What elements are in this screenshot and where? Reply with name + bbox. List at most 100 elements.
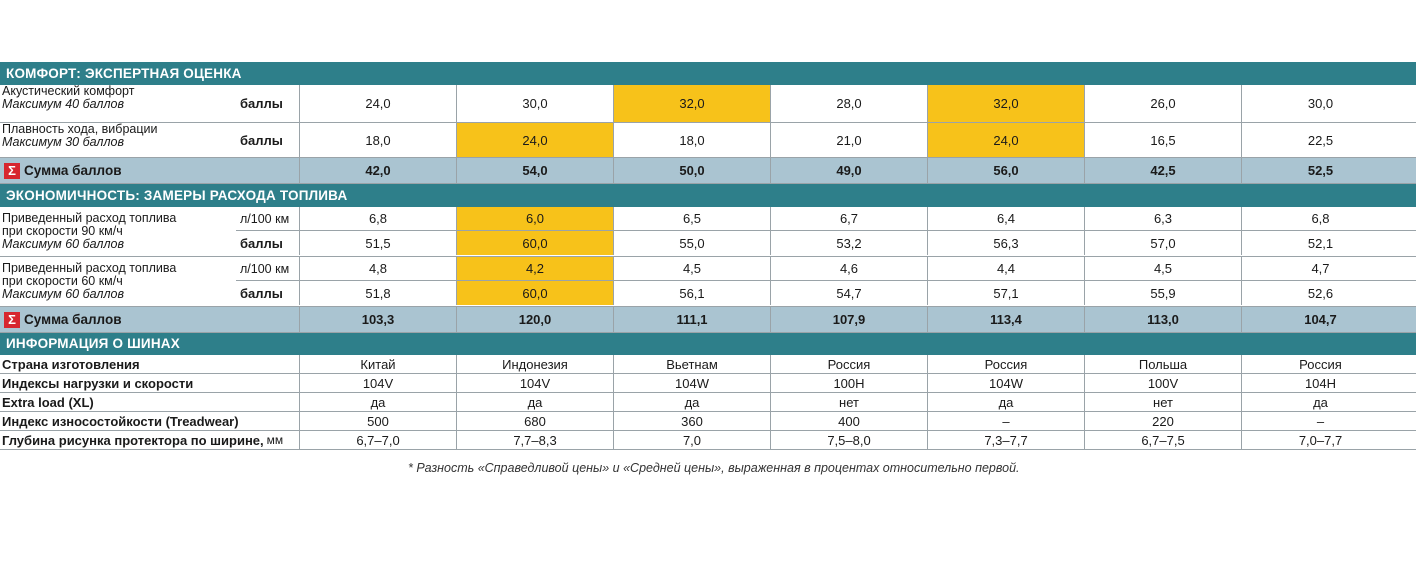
value-cell: нет [771, 393, 928, 411]
value-cell: Китай [300, 355, 457, 373]
value-cell: 4,6 [771, 257, 928, 280]
value-cell: да [928, 393, 1085, 411]
comparison-table: КОМФОРТ: ЭКСПЕРТНАЯ ОЦЕНКА Акустический … [0, 62, 1416, 450]
value-cell: 51,5 [300, 231, 457, 255]
sum-cell: 49,0 [771, 158, 928, 183]
value-cell: 52,1 [1307, 235, 1334, 251]
value-cell: – [928, 412, 1085, 430]
value-cell-best: 4,2 [457, 257, 614, 280]
table-row: Страна изготовления Китай Индонезия Вьет… [0, 355, 1416, 374]
value-cell: 104V [457, 374, 614, 392]
value-cell: 28,0 [771, 85, 928, 122]
value-cell: 680 [457, 412, 614, 430]
sigma-icon: Σ [4, 311, 20, 328]
value-cell-best: 60,0 [457, 281, 614, 305]
info-label: Глубина рисунка протектора по ширине, мм [0, 431, 300, 449]
sum-cell: 56,0 [928, 158, 1085, 183]
value-cell: 7,0–7,7 [1298, 432, 1343, 448]
value-cell: нет [1085, 393, 1242, 411]
value-cell: да [1313, 394, 1328, 410]
unit-cell: баллы [236, 123, 300, 157]
table-row: Глубина рисунка протектора по ширине, мм… [0, 431, 1416, 450]
value-cell: 6,7 [771, 207, 928, 230]
info-label-unit: мм [266, 433, 284, 447]
value-cell: 30,0 [1307, 96, 1334, 111]
value-cell: 104V [300, 374, 457, 392]
value-cell-best: 24,0 [457, 123, 614, 157]
value-cell: 57,1 [928, 281, 1085, 305]
value-cell: 55,0 [614, 231, 771, 255]
value-cell: 100V [1085, 374, 1242, 392]
value-cell: 22,5 [1307, 132, 1334, 148]
sum-cell: 107,9 [771, 307, 928, 332]
value-cell: 54,7 [771, 281, 928, 305]
sum-label-text: Сумма баллов [24, 312, 122, 327]
value-cell-best: 6,0 [457, 207, 614, 230]
value-cell: 360 [614, 412, 771, 430]
row-label: Плавность хода, вибрации Максимум 30 бал… [0, 123, 236, 157]
value-cell-best: 32,0 [614, 85, 771, 122]
sum-cell: 113,0 [1085, 307, 1242, 332]
sum-cell: 113,4 [928, 307, 1085, 332]
value-cell: 24,0 [300, 85, 457, 122]
value-cell-best: 60,0 [457, 231, 614, 255]
sum-cell: 42,0 [300, 158, 457, 183]
value-cell: 4,5 [614, 257, 771, 280]
value-cell: Россия [928, 355, 1085, 373]
value-cell: 7,3–7,7 [928, 431, 1085, 449]
info-label-text: Глубина рисунка протектора по ширине, [2, 432, 264, 448]
value-cell: 57,0 [1085, 231, 1242, 255]
value-cell: Польша [1085, 355, 1242, 373]
table-row: Акустический комфорт Максимум 40 баллов … [0, 85, 1416, 123]
value-cell: 7,5–8,0 [771, 431, 928, 449]
row-title: Приведенный расход топлива [2, 261, 177, 275]
sum-cell: 52,5 [1307, 163, 1334, 178]
value-cell: 400 [771, 412, 928, 430]
sum-cell: 42,5 [1085, 158, 1242, 183]
value-cell: 21,0 [771, 123, 928, 157]
value-cell: 18,0 [614, 123, 771, 157]
value-cell: Россия [1299, 356, 1342, 372]
section-header-tires: ИНФОРМАЦИЯ О ШИНАХ [0, 333, 1416, 355]
value-cell: 52,6 [1307, 285, 1334, 301]
unit-cell: баллы [236, 85, 300, 122]
value-cell: 500 [300, 412, 457, 430]
row-title-2: при скорости 60 км/ч [2, 274, 123, 288]
value-cell: 4,8 [300, 257, 457, 280]
table-row: баллы 51,5 60,0 55,0 53,2 56,3 57,0 52,1 [236, 231, 1416, 255]
sum-cell: 103,3 [300, 307, 457, 332]
value-cell: 7,0 [614, 431, 771, 449]
table-row: Extra load (XL) да да да нет да нет да [0, 393, 1416, 412]
sum-label: Σ Сумма баллов [0, 158, 300, 183]
value-cell: 26,0 [1085, 85, 1242, 122]
value-cell: 51,8 [300, 281, 457, 305]
value-cell-best: 24,0 [928, 123, 1085, 157]
sum-cell: 104,7 [1304, 312, 1337, 327]
value-cell: 100H [771, 374, 928, 392]
row-title: Приведенный расход топлива [2, 211, 177, 225]
value-cell: 6,5 [614, 207, 771, 230]
sum-cell: 111,1 [614, 307, 771, 332]
unit-cell: баллы [236, 231, 300, 255]
value-cell: Индонезия [457, 355, 614, 373]
unit-cell: л/100 км [236, 207, 300, 230]
value-cell: 6,7–7,5 [1085, 431, 1242, 449]
table-row: л/100 км 6,8 6,0 6,5 6,7 6,4 6,3 6,8 [236, 207, 1416, 231]
sum-row: Σ Сумма баллов 42,0 54,0 50,0 49,0 56,0 … [0, 158, 1416, 184]
value-cell: – [1316, 413, 1325, 429]
row-title: Плавность хода, вибрации [2, 122, 158, 136]
row-subtitle: Максимум 30 баллов [2, 135, 124, 149]
sum-cell: 54,0 [457, 158, 614, 183]
table-row: л/100 км 4,8 4,2 4,5 4,6 4,4 4,5 4,7 [236, 257, 1416, 281]
row-subtitle: Максимум 60 баллов [2, 287, 124, 301]
row-title: Акустический комфорт [2, 84, 135, 98]
info-label: Индекс износостойкости (Treadwear) [0, 412, 300, 430]
value-cell: Вьетнам [614, 355, 771, 373]
sum-cell: 120,0 [457, 307, 614, 332]
value-cell: 16,5 [1085, 123, 1242, 157]
table-row: баллы 51,8 60,0 56,1 54,7 57,1 55,9 52,6 [236, 281, 1416, 305]
value-cell: 7,7–8,3 [457, 431, 614, 449]
value-cell: 56,1 [614, 281, 771, 305]
value-cell: 4,5 [1085, 257, 1242, 280]
unit-cell: л/100 км [236, 257, 300, 280]
